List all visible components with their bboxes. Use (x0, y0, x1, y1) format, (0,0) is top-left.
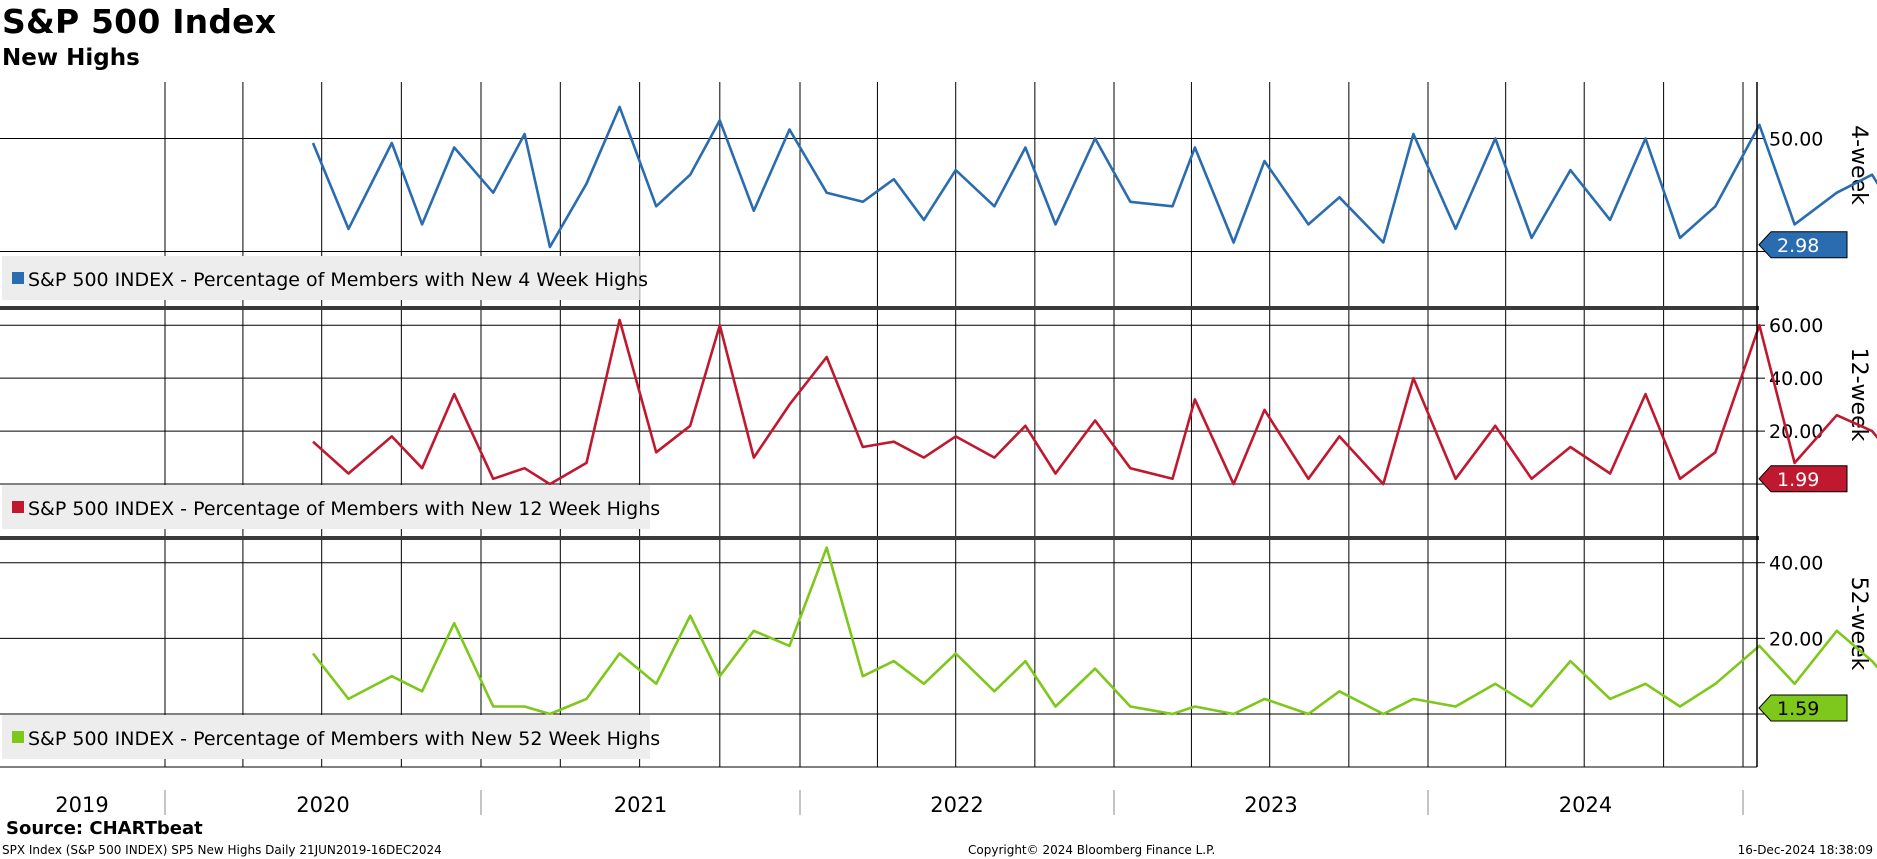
last-value-tag (1758, 465, 1848, 493)
legend-label: S&P 500 INDEX - Percentage of Members wi… (28, 728, 660, 750)
last-value-tag (1758, 231, 1848, 259)
series-line (311, 105, 1877, 249)
last-value-label: 1.99 (1777, 469, 1819, 491)
legend-box (2, 485, 650, 529)
y-tick-label: 20.00 (1769, 628, 1823, 650)
footer-ticker-info: SPX Index (S&P 500 INDEX) SP5 New Highs … (2, 843, 442, 857)
legend-swatch (12, 501, 24, 513)
y-tick-label: 40.00 (1769, 368, 1823, 390)
x-tick-label: 2023 (1244, 793, 1297, 817)
x-tick-label: 2024 (1559, 793, 1612, 817)
legend-box (2, 715, 650, 759)
footer-timestamp: 16-Dec-2024 18:38:09 (1737, 843, 1873, 857)
legend-swatch (12, 731, 24, 743)
series-line (311, 546, 1877, 716)
x-tick-label: 2019 (55, 793, 108, 817)
panel-separator (0, 306, 1759, 310)
y-tick-label: 40.00 (1769, 553, 1823, 575)
legend-label: S&P 500 INDEX - Percentage of Members wi… (28, 498, 660, 520)
y-tick-label: 60.00 (1769, 315, 1823, 337)
x-tick-label: 2022 (930, 793, 983, 817)
legend-label: S&P 500 INDEX - Percentage of Members wi… (28, 269, 648, 291)
source-label: Source: CHARTbeat (6, 818, 203, 839)
x-tick-label: 2020 (296, 793, 349, 817)
chart-title: S&P 500 Index (2, 2, 277, 41)
x-tick-label: 2021 (614, 793, 667, 817)
y-tick-label: 20.00 (1769, 421, 1823, 443)
y-tick-label: 50.00 (1769, 129, 1823, 151)
y-axis-title: 4-week (1846, 125, 1871, 205)
last-value-label: 1.59 (1777, 698, 1819, 720)
panel-separator (0, 536, 1759, 540)
last-value-tag (1758, 694, 1848, 722)
legend-swatch (12, 272, 24, 284)
footer-copyright: Copyright© 2024 Bloomberg Finance L.P. (968, 843, 1216, 857)
last-value-label: 2.98 (1777, 235, 1819, 257)
legend-box (2, 256, 640, 300)
chart-subtitle: New Highs (2, 45, 140, 71)
series-line (312, 318, 1877, 486)
